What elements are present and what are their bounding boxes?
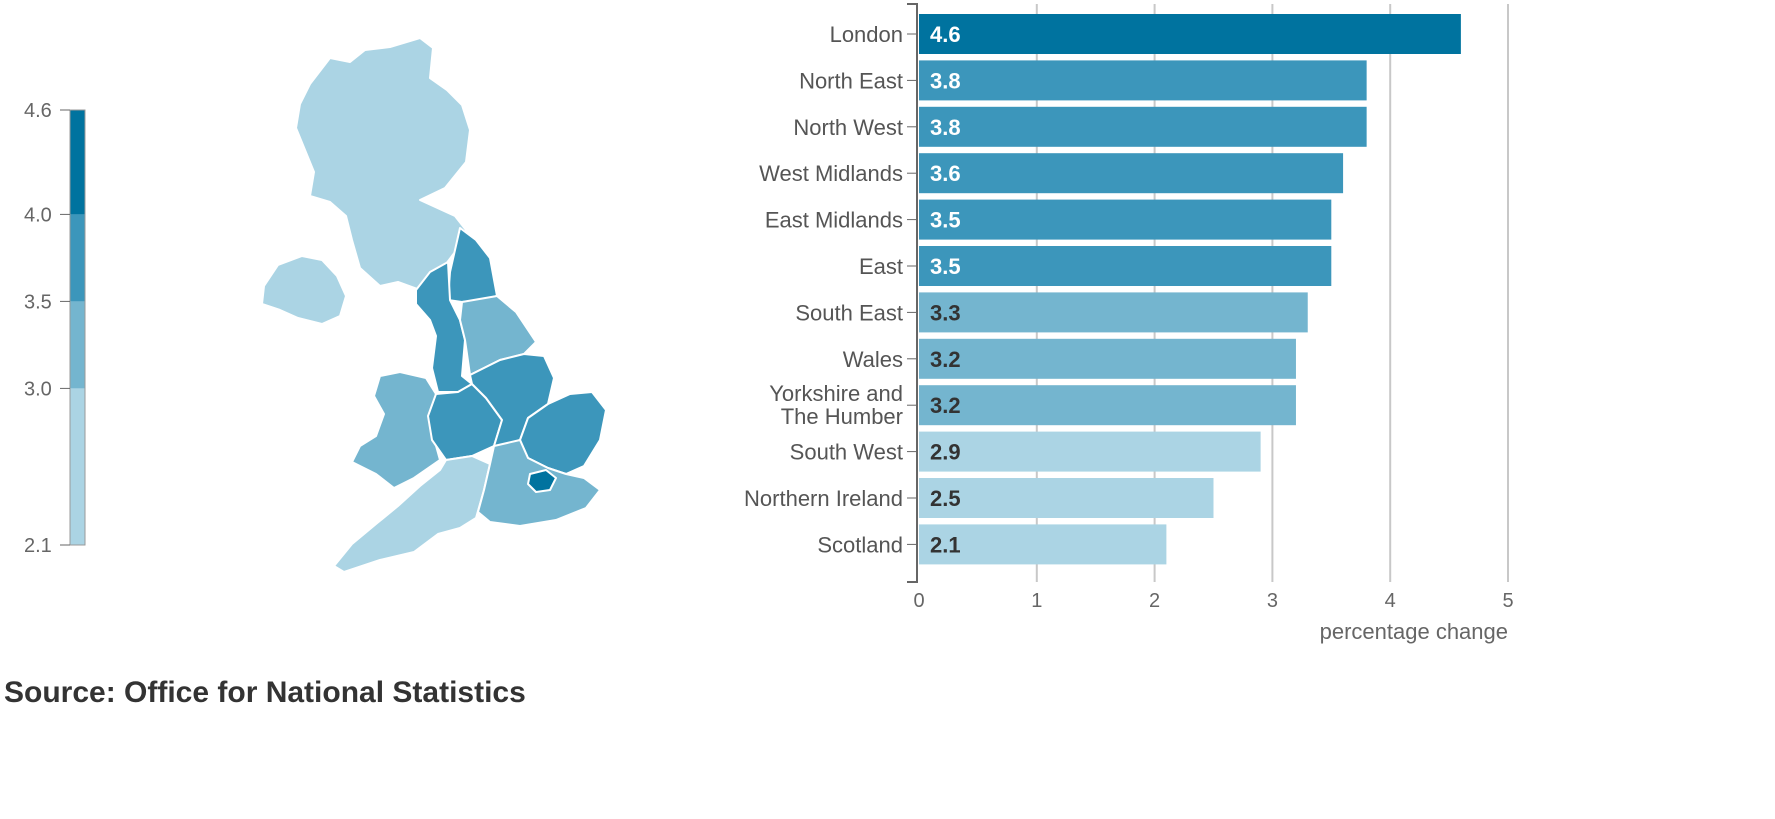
x-tick-label-4: 4 bbox=[1385, 590, 1396, 612]
category-label: South East bbox=[795, 300, 903, 325]
value-label: 3.2 bbox=[930, 347, 961, 372]
bar-chart: 4.6 3.8 3.8 3.6 3.5 3.5 3.3 3.2 3.2 2.9 2.5 2.1 0 1 2… bbox=[744, 3, 1514, 644]
category-label: Yorkshire and The Humber bbox=[769, 381, 903, 429]
value-label: 2.5 bbox=[930, 486, 961, 511]
color-legend: 4.6 4.0 3.5 3.0 2.1 bbox=[24, 100, 86, 557]
map-region-scotland bbox=[295, 37, 471, 291]
category-label: West Midlands bbox=[759, 161, 903, 186]
legend-bin-2 bbox=[70, 214, 85, 302]
map-region-northern-ireland bbox=[261, 255, 347, 325]
category-label: South West bbox=[790, 440, 903, 465]
value-label: 2.1 bbox=[930, 532, 961, 557]
legend-bin-1 bbox=[70, 301, 85, 389]
category-label: Northern Ireland bbox=[744, 486, 903, 511]
bar-wales bbox=[919, 338, 1296, 379]
bar-south-east bbox=[919, 292, 1308, 333]
value-label: 3.8 bbox=[930, 115, 961, 140]
value-label: 4.6 bbox=[930, 22, 961, 47]
x-tick-label-5: 5 bbox=[1502, 590, 1513, 612]
source-note: Source: Office for National Statistics bbox=[4, 676, 526, 709]
category-label: Scotland bbox=[817, 532, 903, 557]
value-label: 3.8 bbox=[930, 68, 961, 93]
x-tick-label-0: 0 bbox=[913, 590, 924, 612]
legend-frame bbox=[69, 109, 86, 546]
value-label: 3.6 bbox=[930, 161, 961, 186]
legend-tick-label-2: 3.5 bbox=[24, 291, 52, 313]
legend-tick-label-3: 3.0 bbox=[24, 378, 52, 400]
category-label: East bbox=[859, 254, 903, 279]
bar-northern-ireland bbox=[919, 478, 1214, 518]
x-tick-label-3: 3 bbox=[1267, 590, 1278, 612]
x-axis-title: percentage change bbox=[1320, 619, 1508, 644]
bar-north-west bbox=[919, 106, 1367, 147]
bar-yorkshire-and-the-humber bbox=[919, 385, 1296, 426]
category-label: North West bbox=[793, 115, 903, 140]
legend-bin-0 bbox=[70, 388, 85, 545]
x-tick-label-1: 1 bbox=[1031, 590, 1042, 612]
value-label: 3.5 bbox=[930, 254, 961, 279]
value-label: 3.5 bbox=[930, 208, 961, 233]
bar-east bbox=[919, 246, 1332, 286]
value-label: 3.2 bbox=[930, 393, 961, 418]
legend-tick-label-1: 4.0 bbox=[24, 204, 52, 226]
legend-tick-label-0: 4.6 bbox=[24, 100, 52, 122]
bar-north-east bbox=[919, 60, 1367, 101]
bar-east-midlands bbox=[919, 199, 1332, 240]
y-axis-line bbox=[907, 3, 918, 583]
map-region-london bbox=[527, 469, 557, 493]
bar-west-midlands bbox=[919, 153, 1344, 194]
category-label: North East bbox=[799, 68, 903, 93]
value-label: 2.9 bbox=[930, 440, 961, 465]
map-region-wales bbox=[351, 371, 441, 489]
bar-london bbox=[919, 14, 1461, 54]
legend-bin-3 bbox=[70, 110, 85, 215]
uk-regions-map bbox=[261, 37, 607, 573]
category-label: East Midlands bbox=[765, 208, 903, 233]
category-label: Wales bbox=[843, 347, 903, 372]
bar-south-west bbox=[919, 431, 1261, 472]
value-label: 3.3 bbox=[930, 300, 961, 325]
legend-tick-label-4: 2.1 bbox=[24, 535, 52, 557]
category-label: London bbox=[830, 22, 903, 47]
bar-scotland bbox=[919, 524, 1167, 565]
x-tick-label-2: 2 bbox=[1149, 590, 1160, 612]
